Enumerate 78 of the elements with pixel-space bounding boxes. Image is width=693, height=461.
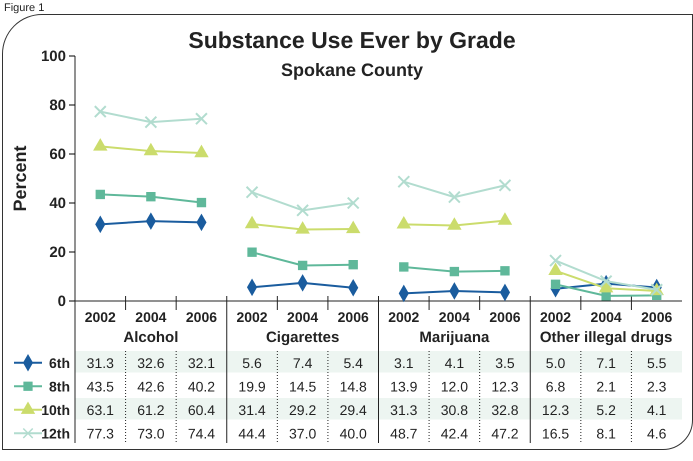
data-label: 12.3 [542,402,570,418]
y-tick-label: 80 [49,96,66,114]
data-label: 29.4 [340,402,368,418]
data-label: 3.5 [495,354,515,371]
x-tick-label: 2004 [287,309,318,325]
data-label: 42.4 [440,425,468,442]
x-tick-label: 2002 [388,309,420,325]
data-label: 7.4 [292,354,313,371]
x-tick-label: 2006 [489,309,521,325]
legend-label: 10th [41,402,70,418]
data-label: 43.5 [86,378,114,394]
data-label: 61.2 [137,402,165,418]
text: Other illegal drugs [540,329,672,346]
data-label: 4.1 [646,402,667,418]
legend-label: 8th [49,378,70,394]
data-label: 2.3 [646,378,667,394]
data-label: 30.8 [440,402,468,418]
data-label: 31.4 [238,402,266,418]
data-label: 6.8 [546,378,566,394]
data-label: 12.0 [440,378,468,394]
legend-label: 6th [49,354,70,371]
text: Cigarettes [266,329,340,346]
text: Alcohol [123,329,178,346]
y-axis-title: Percent [10,145,30,212]
data-label: 77.3 [86,425,114,442]
data-label: 29.2 [289,402,316,418]
x-tick-label: 2002 [84,309,116,325]
data-label: 5.2 [596,402,616,418]
y-tick-label: 40 [49,194,66,212]
data-label: 5.4 [343,354,364,371]
data-label: 47.2 [491,425,519,442]
data-label: 32.8 [491,402,519,418]
chart-title: Substance Use Ever by Grade [188,27,516,53]
data-label: 37.0 [289,425,316,442]
y-tick-label: 100 [40,48,66,65]
y-tick-label: 0 [58,292,66,310]
data-label: 5.0 [546,354,566,371]
data-label: 31.3 [390,402,418,418]
data-label: 14.8 [340,378,368,394]
chart-subtitle: Spokane County [280,60,424,80]
x-tick-label: 2002 [236,309,268,325]
data-label: 4.1 [444,354,464,371]
data-label: 42.6 [137,378,165,394]
x-tick-label: 2004 [438,309,470,325]
data-label: 48.7 [390,425,418,442]
data-label: 32.6 [137,354,165,371]
x-tick-label: 2006 [186,309,218,325]
data-label: 16.5 [542,425,570,442]
y-tick-label: 20 [49,244,66,261]
data-label: 40.0 [340,425,368,442]
data-label: 2.1 [596,378,616,394]
data-label: 73.0 [137,425,165,442]
legend-label: 12th [41,425,70,442]
data-label: 4.6 [646,425,667,442]
data-label: 32.1 [188,354,216,371]
data-label: 8.1 [596,425,616,442]
data-label: 19.9 [238,378,266,394]
data-label: 12.3 [491,378,519,394]
data-label: 63.1 [86,402,114,418]
x-tick-label: 2004 [135,309,167,325]
data-label: 44.4 [238,425,266,442]
data-label: 40.2 [188,378,216,394]
data-label: 7.1 [596,354,616,371]
caption: Figure 1 [4,2,44,14]
data-label: 5.5 [646,354,667,371]
data-label: 60.4 [188,402,216,418]
data-label: 74.4 [188,425,216,442]
data-label: 13.9 [390,378,418,394]
x-tick-label: 2006 [338,309,369,325]
data-label: 3.1 [394,354,414,371]
data-label: 31.3 [86,354,114,371]
data-label: 14.5 [289,378,316,394]
text: Marijuana [419,329,490,346]
x-tick-label: 2004 [590,309,622,325]
x-tick-label: 2006 [641,309,672,325]
x-tick-label: 2002 [540,309,572,325]
data-label: 5.6 [242,354,262,371]
y-tick-label: 60 [49,146,66,163]
